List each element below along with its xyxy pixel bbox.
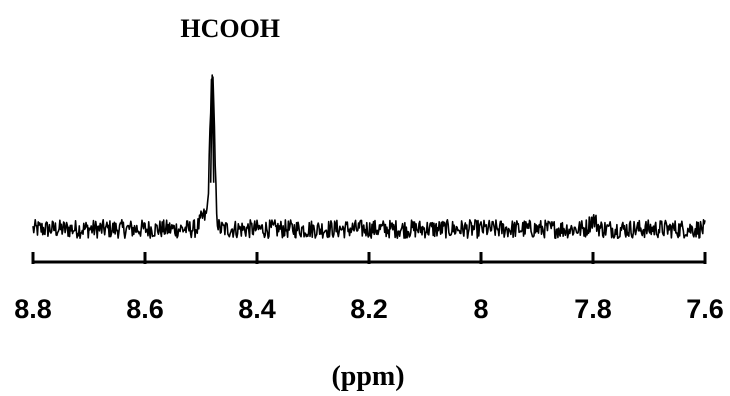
x-tick-label-0: 8.8 <box>14 294 52 324</box>
x-tick-label-4: 8 <box>473 294 488 324</box>
x-tick-label-5: 7.8 <box>574 294 612 324</box>
x-tick-label-1: 8.6 <box>126 294 164 324</box>
spectrum-trace <box>32 74 706 240</box>
x-axis: 8.8 8.6 8.4 8.2 8 7.8 7.6 <box>14 252 724 324</box>
x-tick-label-2: 8.4 <box>238 294 276 324</box>
peak-annotation-hcooh: HCOOH <box>180 14 280 43</box>
x-axis-tick-labels: 8.8 8.6 8.4 8.2 8 7.8 7.6 <box>14 294 724 324</box>
x-axis-title: (ppm) <box>331 361 404 392</box>
x-tick-label-6: 7.6 <box>686 294 724 324</box>
x-tick-label-3: 8.2 <box>350 294 388 324</box>
plot-area <box>32 74 706 240</box>
x-axis-ticks <box>31 252 707 264</box>
